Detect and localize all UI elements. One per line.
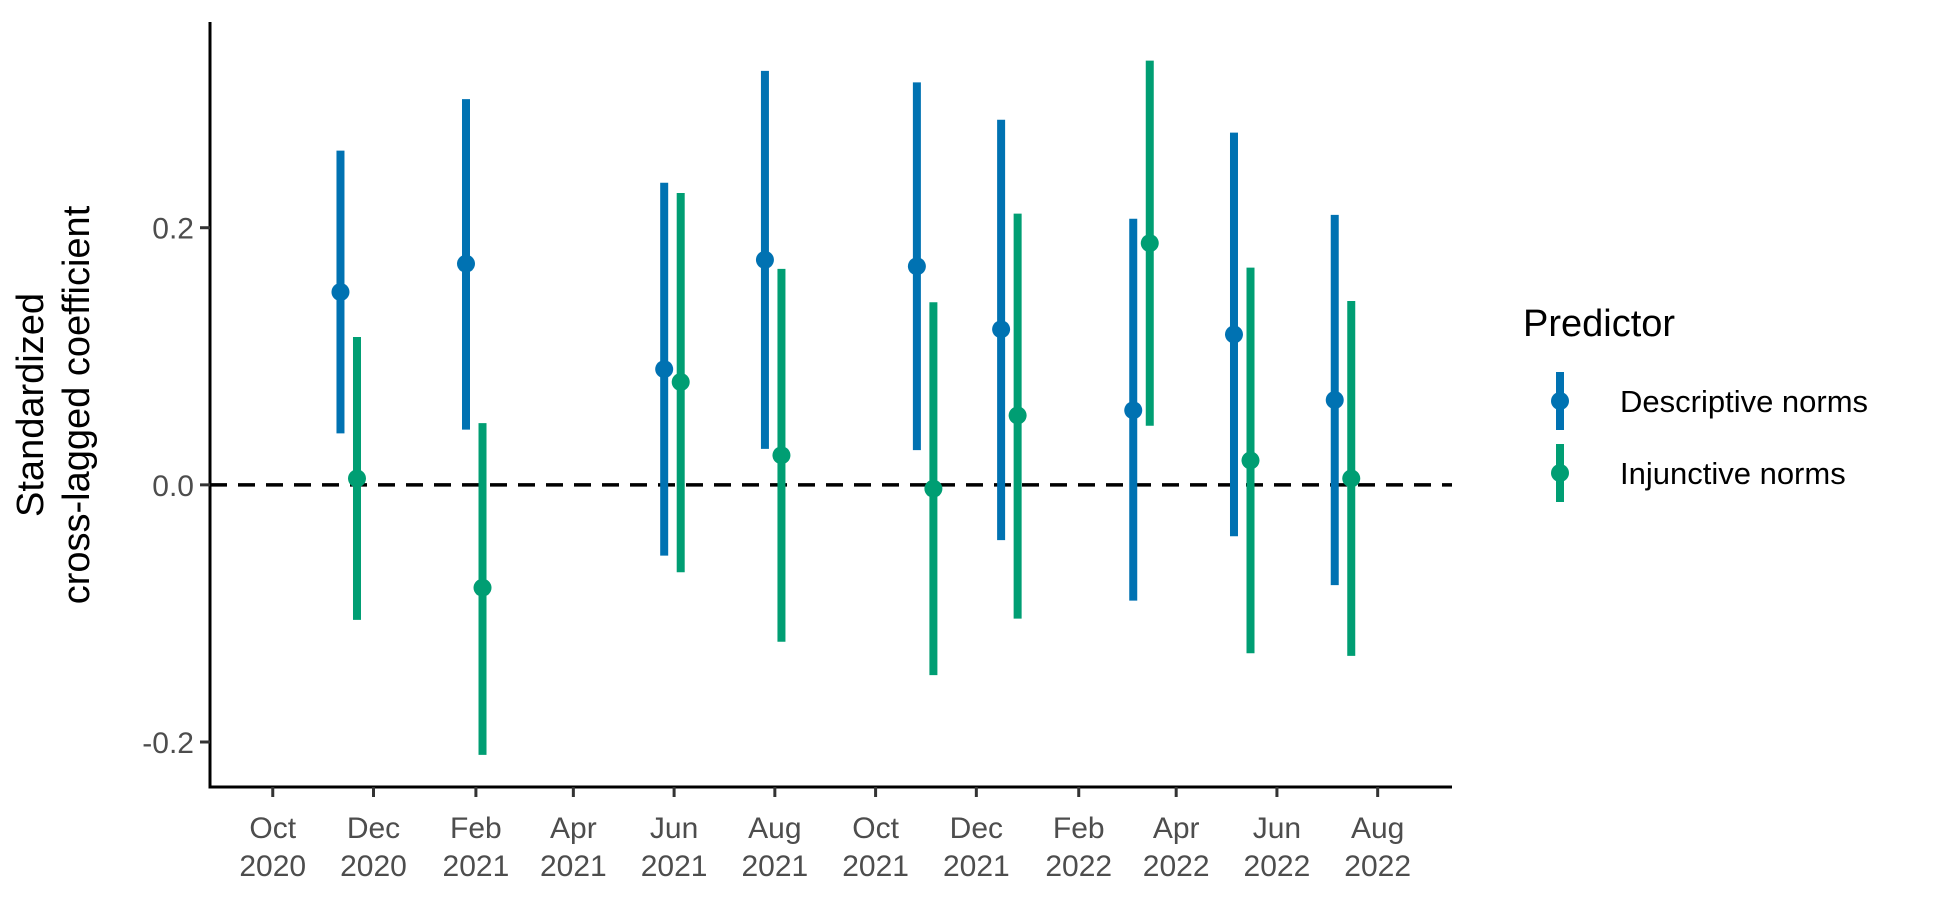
- x-tick-label-month: Feb: [450, 812, 502, 845]
- data-point: [992, 320, 1011, 339]
- x-tick-label-month: Apr: [550, 812, 597, 845]
- legend-key-point: [1551, 464, 1569, 482]
- x-tick-label-year: 2022: [1045, 850, 1112, 883]
- x-tick-label-year: 2022: [1244, 850, 1311, 883]
- legend-keys: Descriptive norms Injunctive norms: [1551, 372, 1868, 502]
- data-point: [1140, 234, 1159, 253]
- series-injunctive-norms: [347, 60, 1361, 755]
- data-point: [671, 373, 690, 391]
- x-tick-label-year: 2020: [239, 850, 306, 883]
- x-tick-label-year: 2022: [1143, 850, 1210, 883]
- x-tick-label-month: Apr: [1153, 812, 1200, 845]
- series-descriptive-norms: [331, 70, 1344, 601]
- x-tick-label-month: Oct: [249, 812, 296, 845]
- y-axis: -0.2 0.0 0.2 Standardized cross-lagged coe…: [10, 22, 212, 787]
- data-point: [772, 446, 791, 465]
- y-axis-title-line-1: Standardized: [10, 293, 52, 517]
- legend: Predictor Descriptive norms Injunctive no…: [1523, 303, 1868, 502]
- data-point: [331, 283, 350, 301]
- legend-key-point: [1551, 392, 1569, 410]
- plot-panel: [210, 60, 1452, 755]
- data-point: [655, 360, 674, 379]
- x-tick-label-year: 2021: [741, 850, 808, 883]
- legend-label: Descriptive norms: [1620, 384, 1868, 419]
- series-layer: [331, 60, 1361, 755]
- x-tick-label-year: 2021: [842, 850, 909, 883]
- data-point: [1224, 325, 1243, 344]
- x-tick-label-month: Oct: [852, 812, 899, 845]
- data-point: [1342, 469, 1361, 488]
- data-point: [1008, 406, 1027, 425]
- data-point: [1124, 401, 1143, 420]
- data-point: [347, 469, 366, 488]
- y-ticks: -0.2 0.0 0.2: [142, 213, 210, 760]
- x-tick-label-year: 2021: [540, 850, 607, 883]
- data-point: [456, 254, 475, 273]
- y-tick-label: -0.2: [142, 727, 194, 760]
- x-tick-label-year: 2020: [340, 850, 407, 883]
- x-ticks: Oct 2020 Dec 2020 Feb 2021 Apr 2021 Jun 2021 Aug 20…: [239, 787, 1411, 883]
- y-axis-title-line-2: cross-lagged coefficient: [56, 205, 98, 604]
- x-tick-label-month: Dec: [950, 812, 1003, 845]
- data-point: [1241, 451, 1260, 470]
- y-tick-label: 0.0: [152, 470, 194, 503]
- data-point: [755, 250, 774, 269]
- x-tick-label-month: Jun: [650, 812, 698, 845]
- data-point: [473, 578, 492, 597]
- data-point: [1325, 391, 1344, 409]
- y-tick-label: 0.2: [152, 213, 194, 246]
- x-axis: Oct 2020 Dec 2020 Feb 2021 Apr 2021 Jun 2021 Aug 20…: [208, 785, 1452, 883]
- x-tick-label-month: Dec: [347, 812, 400, 845]
- x-tick-label-year: 2022: [1344, 850, 1411, 883]
- x-tick-label-month: Feb: [1053, 812, 1105, 845]
- legend-label: Injunctive norms: [1620, 456, 1846, 491]
- x-tick-label-month: Aug: [748, 812, 801, 845]
- x-tick-label-month: Aug: [1351, 812, 1404, 845]
- x-tick-label-year: 2021: [443, 850, 510, 883]
- data-point: [907, 257, 926, 276]
- data-point: [924, 479, 943, 498]
- legend-title: Predictor: [1523, 303, 1675, 345]
- x-tick-label-year: 2021: [641, 850, 708, 883]
- x-tick-label-month: Jun: [1253, 812, 1301, 845]
- x-tick-label-year: 2021: [943, 850, 1010, 883]
